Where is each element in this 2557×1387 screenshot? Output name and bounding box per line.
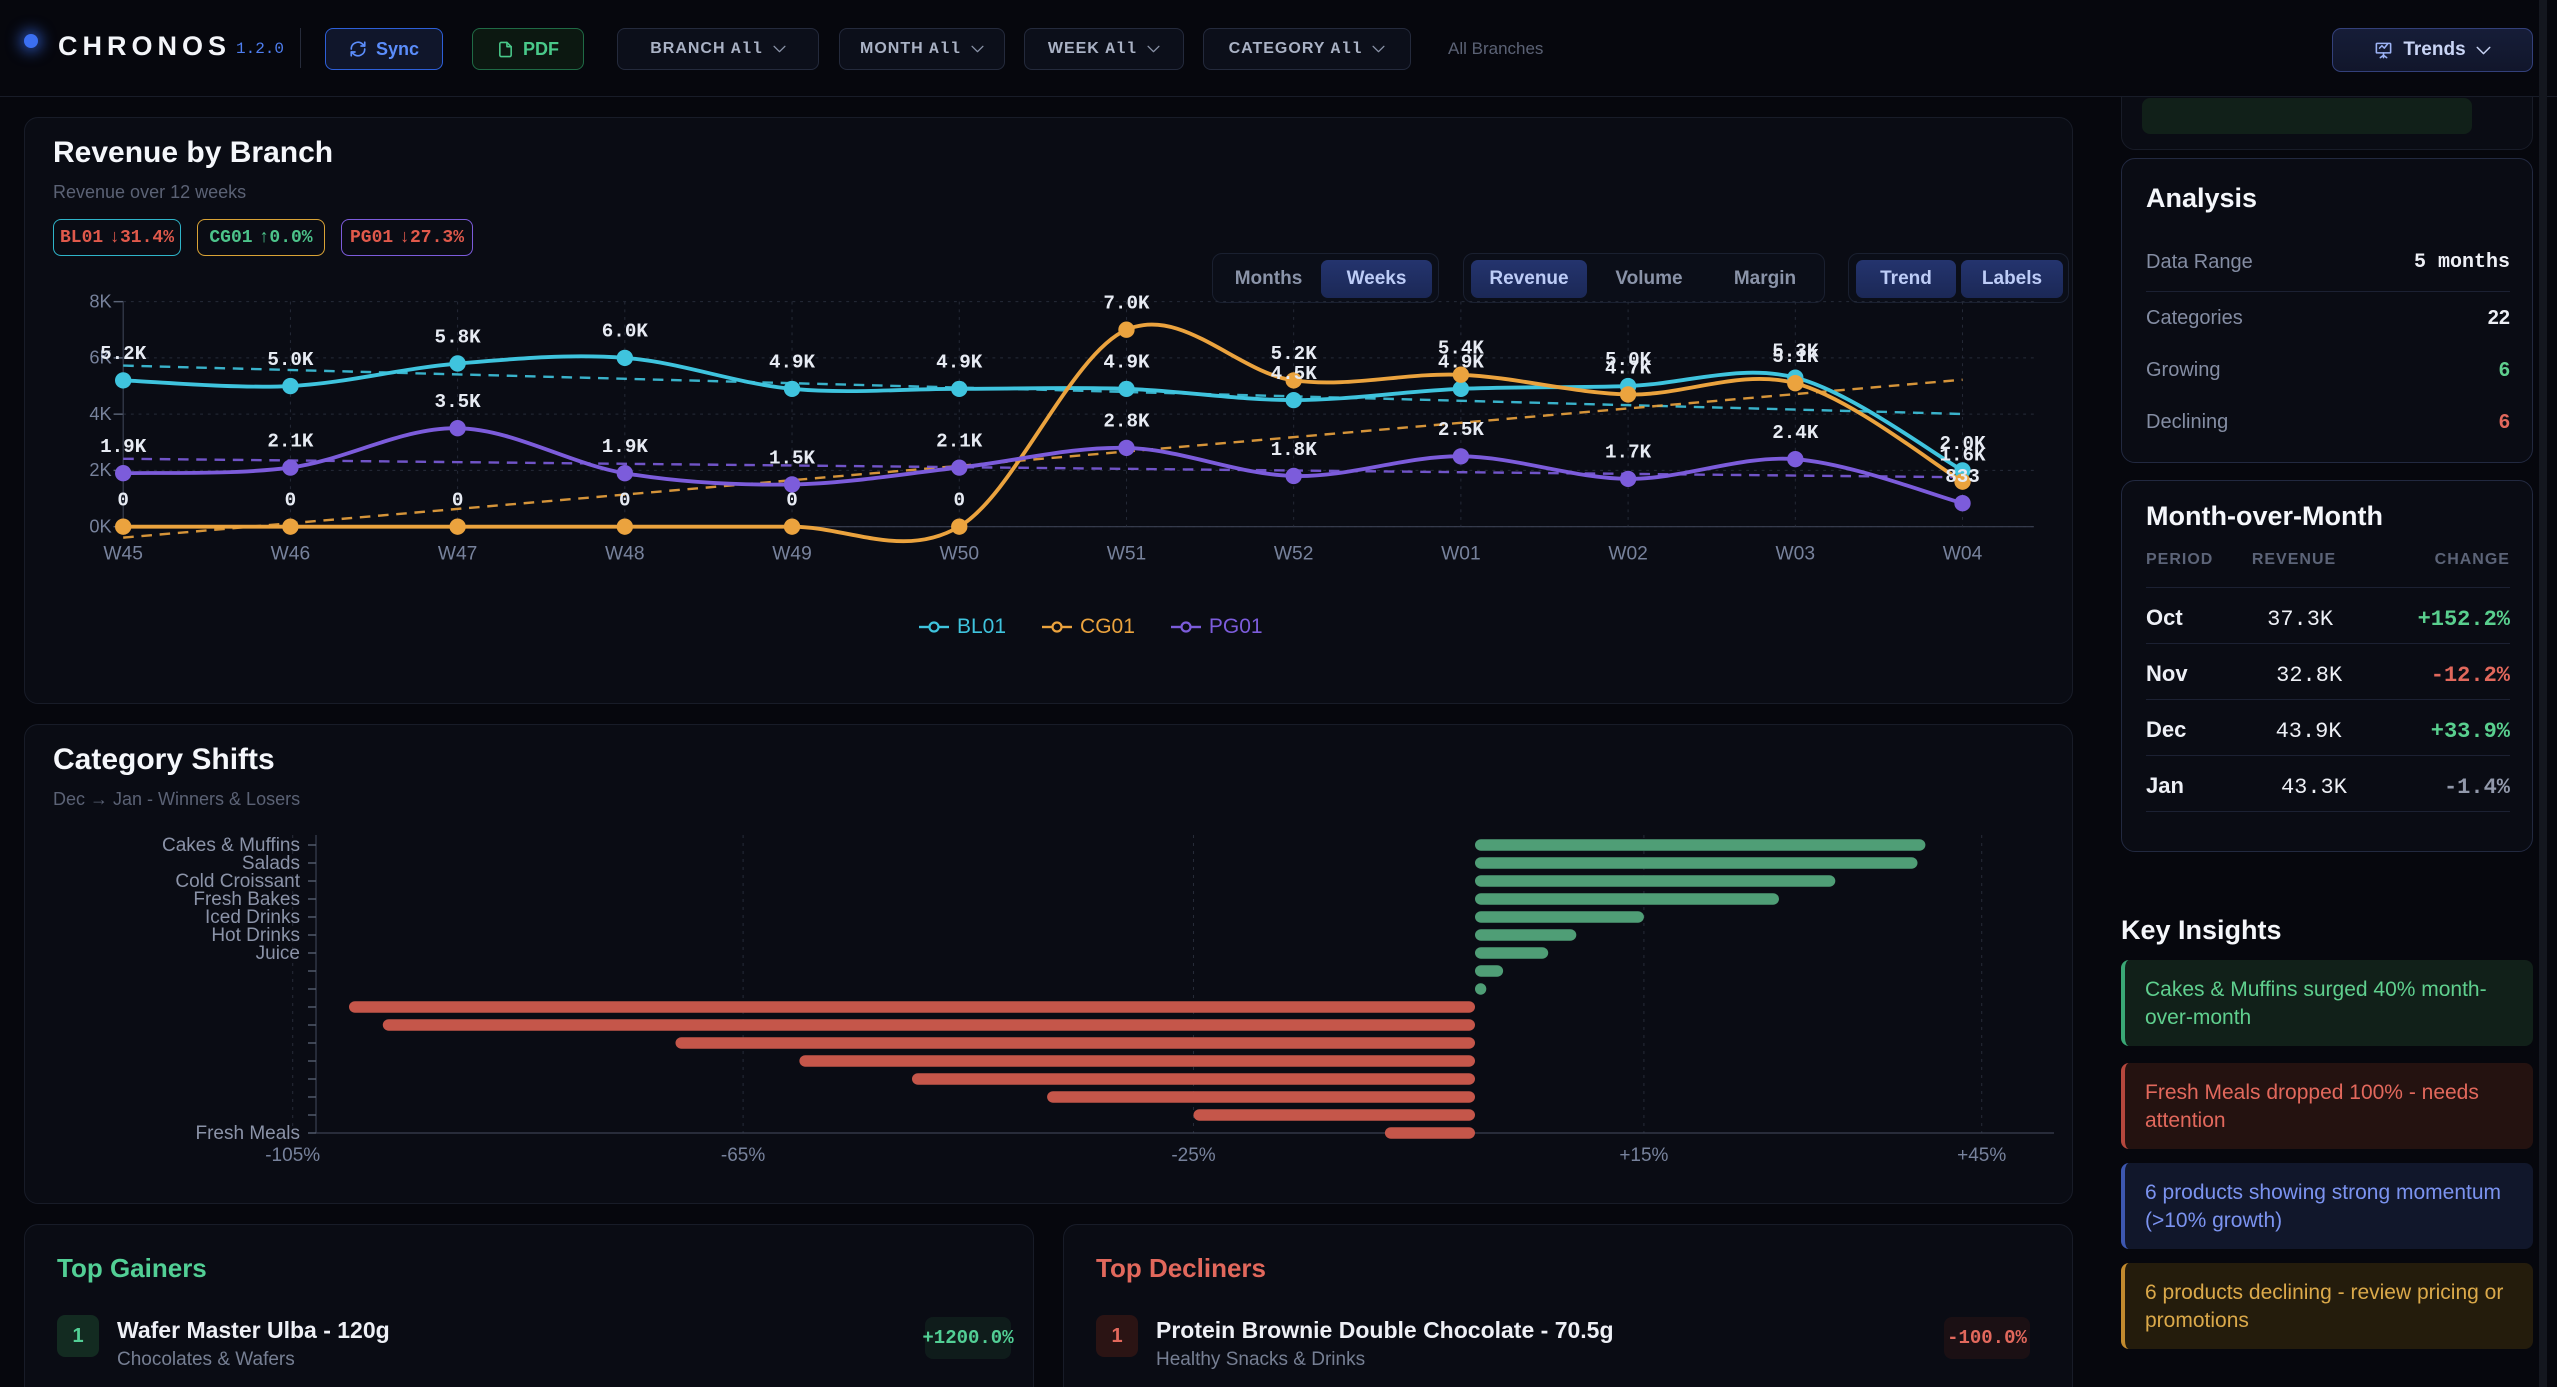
svg-text:4.9K: 4.9K (936, 352, 983, 374)
svg-text:6.0K: 6.0K (602, 321, 649, 343)
svg-text:0K: 0K (89, 515, 111, 536)
svg-text:W48: W48 (605, 543, 645, 564)
svg-text:0: 0 (619, 490, 631, 512)
svg-text:1.9K: 1.9K (602, 436, 649, 458)
svg-text:4.9K: 4.9K (769, 352, 816, 374)
svg-text:2.4K: 2.4K (1772, 422, 1819, 444)
svg-text:W52: W52 (1274, 543, 1314, 564)
svg-text:1.6K: 1.6K (1939, 445, 1986, 467)
svg-text:1.7K: 1.7K (1605, 442, 1652, 464)
svg-text:W01: W01 (1441, 543, 1481, 564)
svg-text:-105%: -105% (265, 1145, 320, 1166)
svg-text:1.9K: 1.9K (100, 436, 147, 458)
svg-text:2.5K: 2.5K (1438, 419, 1485, 441)
svg-text:2.1K: 2.1K (267, 430, 314, 452)
svg-text:1.5K: 1.5K (769, 447, 816, 469)
svg-text:5.0K: 5.0K (267, 349, 314, 371)
svg-text:8K: 8K (89, 290, 111, 311)
svg-text:Fresh Meals: Fresh Meals (195, 1123, 300, 1144)
svg-text:0: 0 (452, 490, 464, 512)
svg-text:4K: 4K (89, 403, 111, 424)
svg-text:2.1K: 2.1K (936, 430, 983, 452)
svg-text:7.0K: 7.0K (1103, 293, 1150, 315)
svg-text:-65%: -65% (721, 1145, 765, 1166)
svg-text:W47: W47 (438, 543, 478, 564)
svg-text:5.1K: 5.1K (1772, 346, 1819, 368)
svg-text:5.2K: 5.2K (1271, 343, 1318, 365)
svg-text:833: 833 (1945, 466, 1980, 488)
svg-text:0: 0 (285, 490, 297, 512)
svg-text:0: 0 (117, 490, 129, 512)
svg-text:0: 0 (953, 490, 965, 512)
svg-text:+15%: +15% (1619, 1145, 1668, 1166)
svg-text:3.5K: 3.5K (435, 391, 482, 413)
svg-text:2K: 2K (89, 459, 111, 480)
svg-text:+45%: +45% (1957, 1145, 2006, 1166)
svg-text:W02: W02 (1608, 543, 1648, 564)
svg-text:5.2K: 5.2K (100, 343, 147, 365)
svg-text:W49: W49 (772, 543, 812, 564)
svg-text:0: 0 (786, 490, 798, 512)
svg-text:-25%: -25% (1171, 1145, 1215, 1166)
svg-text:Juice: Juice (256, 943, 300, 964)
svg-text:W04: W04 (1943, 543, 1983, 564)
svg-text:4.9K: 4.9K (1103, 352, 1150, 374)
svg-text:5.8K: 5.8K (435, 326, 482, 348)
svg-text:W03: W03 (1776, 543, 1816, 564)
svg-text:4.7K: 4.7K (1605, 357, 1652, 379)
svg-text:1.8K: 1.8K (1271, 439, 1318, 461)
svg-text:5.4K: 5.4K (1438, 338, 1485, 360)
svg-text:W46: W46 (271, 543, 311, 564)
svg-text:W51: W51 (1107, 543, 1147, 564)
svg-text:W50: W50 (939, 543, 979, 564)
svg-text:W45: W45 (103, 543, 143, 564)
svg-text:2.8K: 2.8K (1103, 411, 1150, 433)
svg-text:4.5K: 4.5K (1271, 363, 1318, 385)
